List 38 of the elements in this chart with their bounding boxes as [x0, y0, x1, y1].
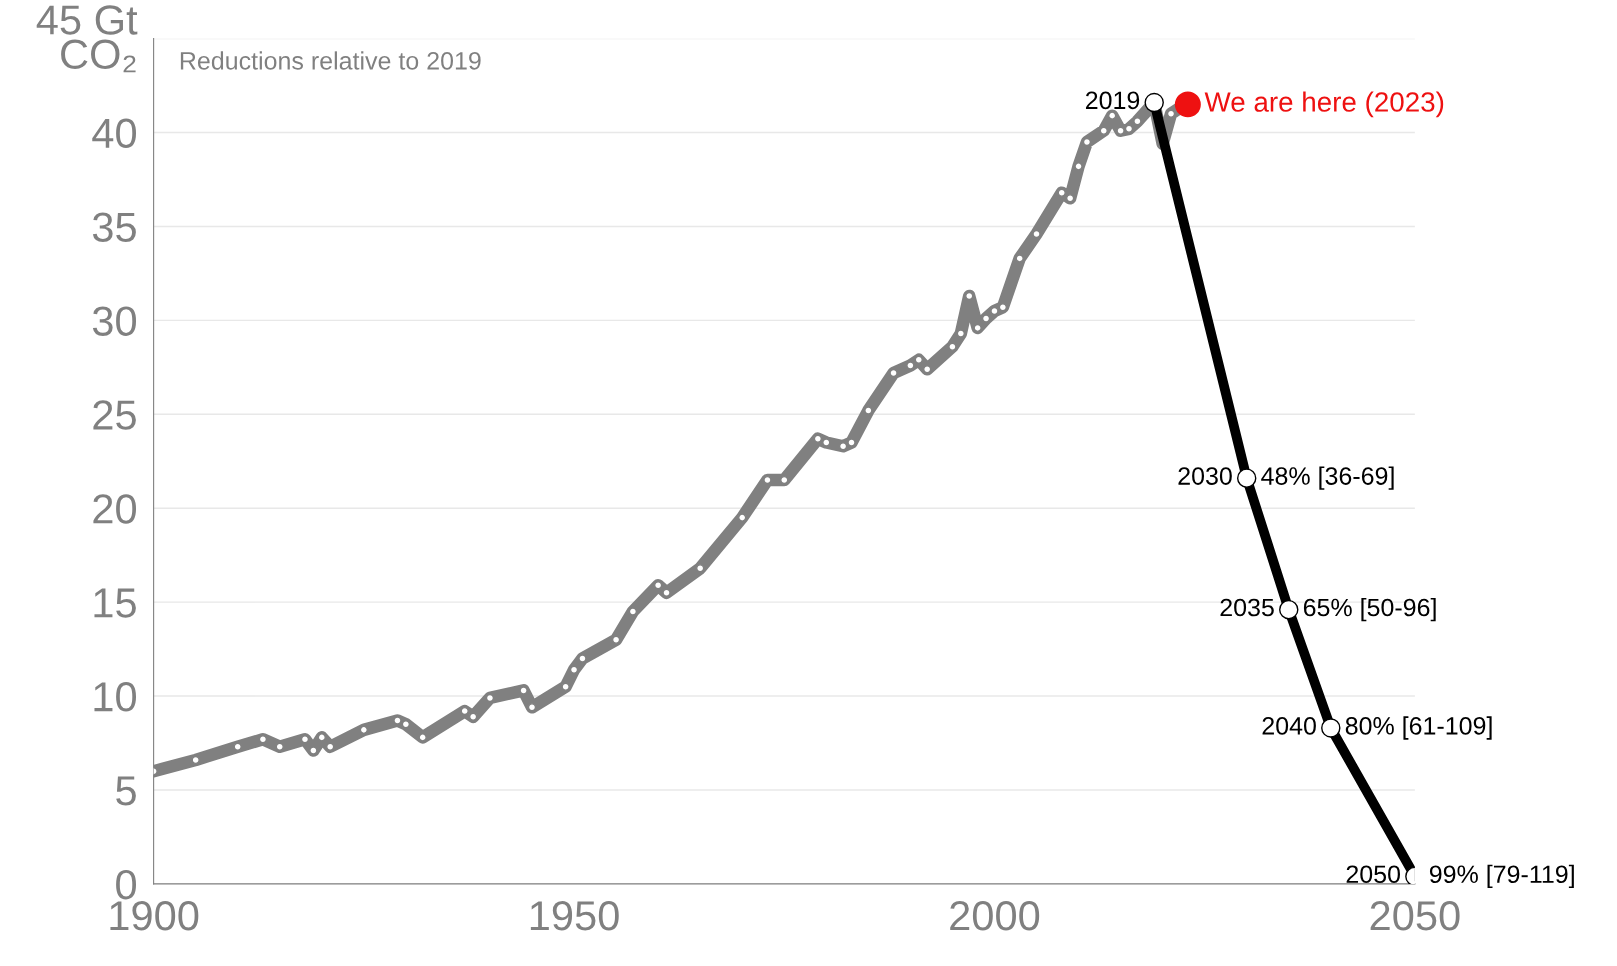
x-tick-label: 2000	[950, 900, 1040, 931]
y-tick-label: 25	[93, 400, 136, 430]
y-tick-label: 20	[93, 494, 137, 524]
x-tick-label: 1950	[530, 900, 619, 931]
point	[1279, 599, 1299, 620]
annotation: 2040	[1262, 717, 1316, 735]
annotation: Reductions relative to 2019	[180, 51, 481, 70]
point	[1321, 718, 1341, 738]
annotation: 80% [61-109]	[1345, 716, 1492, 740]
point	[1174, 91, 1201, 118]
annotation: 99% [79-119]	[1429, 864, 1574, 889]
x-tick-label: 2050	[1370, 900, 1460, 931]
point	[738, 513, 747, 522]
y-tick-label: 45 Gt CO₂	[36, 5, 138, 73]
point	[519, 686, 528, 695]
annotation: 48% [36-69]	[1261, 466, 1394, 490]
point	[309, 746, 318, 755]
annotation: 2019	[1085, 91, 1140, 110]
point	[1144, 92, 1164, 113]
annotation: 2050	[1346, 865, 1401, 884]
y-tick-label: 35	[92, 212, 136, 242]
annotation: 65% [50-96]	[1303, 598, 1436, 622]
point	[393, 716, 402, 725]
y-tick-label: 40	[92, 118, 137, 149]
point	[1236, 468, 1257, 488]
point	[578, 654, 587, 663]
x-tick-label: 1900	[110, 900, 199, 931]
point	[847, 438, 856, 447]
y-tick-label: 5	[116, 776, 136, 806]
point	[1074, 162, 1083, 171]
point	[906, 361, 915, 370]
y-tick-label: 10	[94, 682, 137, 712]
series-label: We are here (2023)	[1204, 91, 1444, 118]
y-tick-label: 15	[94, 588, 136, 618]
annotation: 2035	[1220, 598, 1274, 617]
y-tick-label: 0	[116, 869, 137, 900]
y-tick-label: 30	[92, 306, 137, 336]
annotation: 2030	[1178, 467, 1232, 485]
